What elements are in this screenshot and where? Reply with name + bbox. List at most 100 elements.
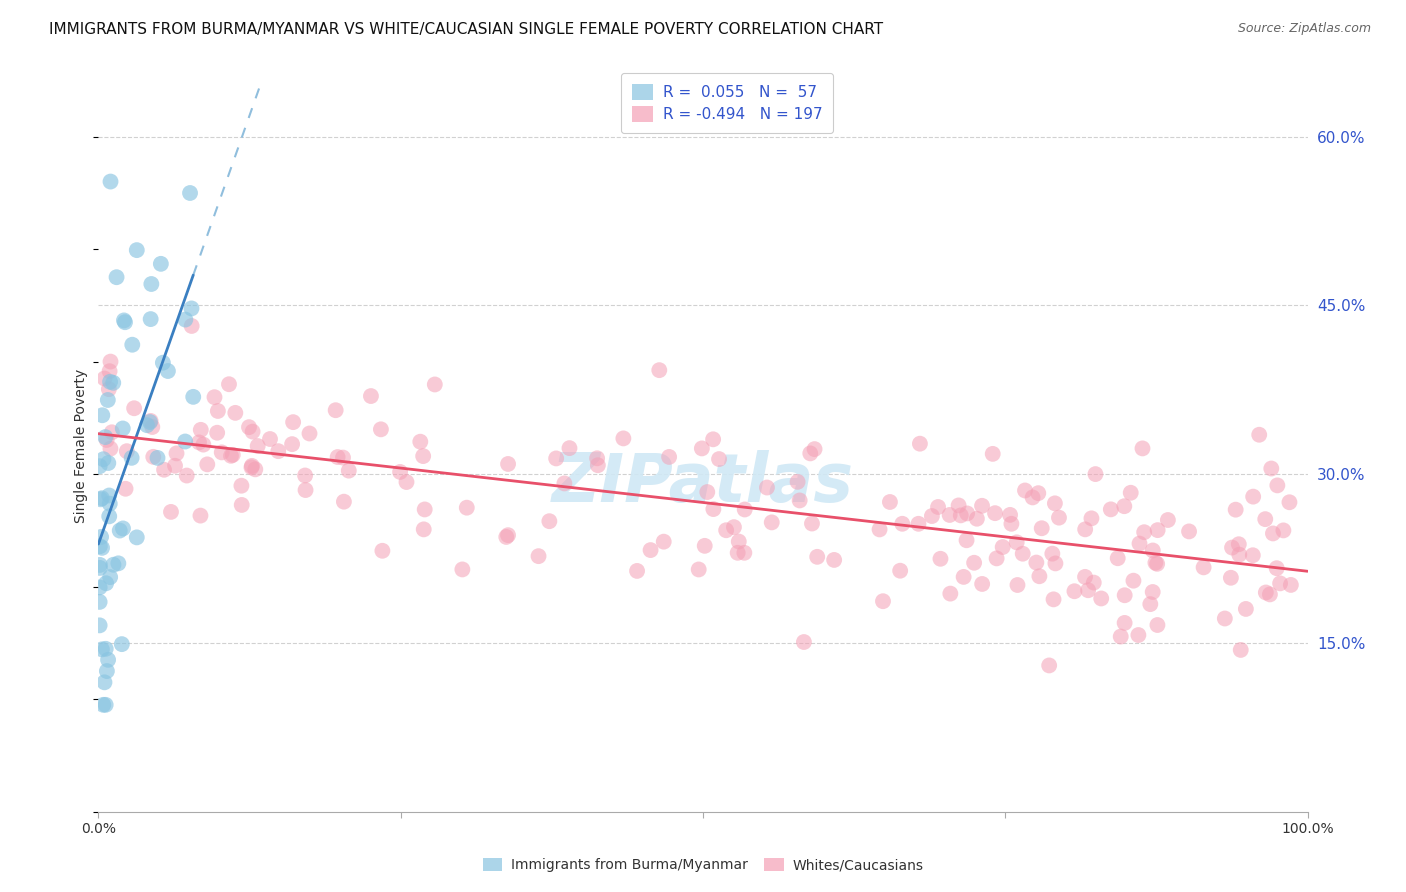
- Point: [939, 586, 962, 600]
- Point: [1142, 585, 1164, 599]
- Point: [1260, 461, 1282, 475]
- Point: [648, 363, 671, 377]
- Point: [101, 425, 124, 440]
- Point: [205, 425, 228, 440]
- Point: [1144, 556, 1167, 570]
- Point: [105, 270, 128, 285]
- Point: [714, 523, 737, 537]
- Point: [190, 423, 212, 437]
- Y-axis label: Single Female Poverty: Single Female Poverty: [75, 369, 89, 523]
- Point: [981, 447, 1004, 461]
- Point: [115, 444, 138, 458]
- Point: [333, 494, 356, 508]
- Point: [927, 500, 949, 514]
- Point: [938, 508, 960, 522]
- Point: [412, 449, 434, 463]
- Point: [966, 512, 988, 526]
- Point: [103, 558, 125, 572]
- Point: [240, 458, 263, 473]
- Point: [1000, 516, 1022, 531]
- Point: [1220, 541, 1243, 555]
- Point: [142, 450, 165, 464]
- Point: [538, 514, 561, 528]
- Point: [1241, 490, 1264, 504]
- Point: [193, 437, 215, 451]
- Point: [1011, 547, 1033, 561]
- Point: [207, 404, 229, 418]
- Point: [242, 425, 264, 439]
- Point: [1192, 560, 1215, 574]
- Point: [160, 505, 183, 519]
- Point: [986, 551, 1008, 566]
- Point: [1234, 602, 1257, 616]
- Point: [693, 539, 716, 553]
- Point: [970, 499, 993, 513]
- Point: [122, 401, 145, 416]
- Point: [222, 448, 245, 462]
- Point: [156, 364, 179, 378]
- Point: [97, 653, 120, 667]
- Point: [1272, 524, 1295, 538]
- Point: [872, 594, 894, 608]
- Point: [652, 534, 675, 549]
- Point: [1045, 557, 1067, 571]
- Point: [1229, 643, 1251, 657]
- Point: [97, 392, 120, 407]
- Point: [94, 576, 117, 591]
- Point: [371, 543, 394, 558]
- Point: [696, 485, 718, 500]
- Point: [1090, 591, 1112, 606]
- Point: [1249, 427, 1271, 442]
- Point: [1146, 618, 1168, 632]
- Point: [688, 562, 710, 576]
- Point: [1265, 561, 1288, 575]
- Point: [1083, 575, 1105, 590]
- Point: [219, 449, 242, 463]
- Point: [496, 457, 519, 471]
- Point: [1074, 522, 1097, 536]
- Point: [1278, 495, 1301, 509]
- Point: [991, 540, 1014, 554]
- Point: [1219, 571, 1241, 585]
- Point: [949, 508, 972, 523]
- Point: [1021, 491, 1043, 505]
- Point: [823, 553, 845, 567]
- Point: [90, 530, 112, 544]
- Point: [360, 389, 382, 403]
- Point: [89, 558, 111, 572]
- Point: [799, 446, 821, 460]
- Point: [972, 577, 994, 591]
- Point: [1122, 574, 1144, 588]
- Point: [114, 482, 136, 496]
- Point: [326, 450, 349, 464]
- Point: [89, 581, 111, 595]
- Point: [1063, 584, 1085, 599]
- Point: [1267, 478, 1289, 492]
- Point: [370, 422, 392, 436]
- Point: [107, 557, 129, 571]
- Point: [889, 564, 911, 578]
- Point: [723, 520, 745, 534]
- Point: [1114, 499, 1136, 513]
- Point: [98, 364, 121, 378]
- Point: [121, 337, 143, 351]
- Point: [734, 502, 756, 516]
- Point: [891, 516, 914, 531]
- Point: [527, 549, 550, 563]
- Point: [195, 458, 218, 472]
- Point: [111, 421, 134, 435]
- Point: [1279, 578, 1302, 592]
- Point: [952, 570, 974, 584]
- Point: [727, 534, 749, 549]
- Point: [152, 356, 174, 370]
- Point: [89, 618, 111, 632]
- Point: [1080, 511, 1102, 525]
- Point: [786, 475, 808, 489]
- Point: [1139, 597, 1161, 611]
- Point: [658, 450, 681, 464]
- Point: [707, 452, 730, 467]
- Point: [98, 509, 121, 524]
- Point: [141, 277, 163, 291]
- Point: [1225, 502, 1247, 516]
- Point: [1146, 523, 1168, 537]
